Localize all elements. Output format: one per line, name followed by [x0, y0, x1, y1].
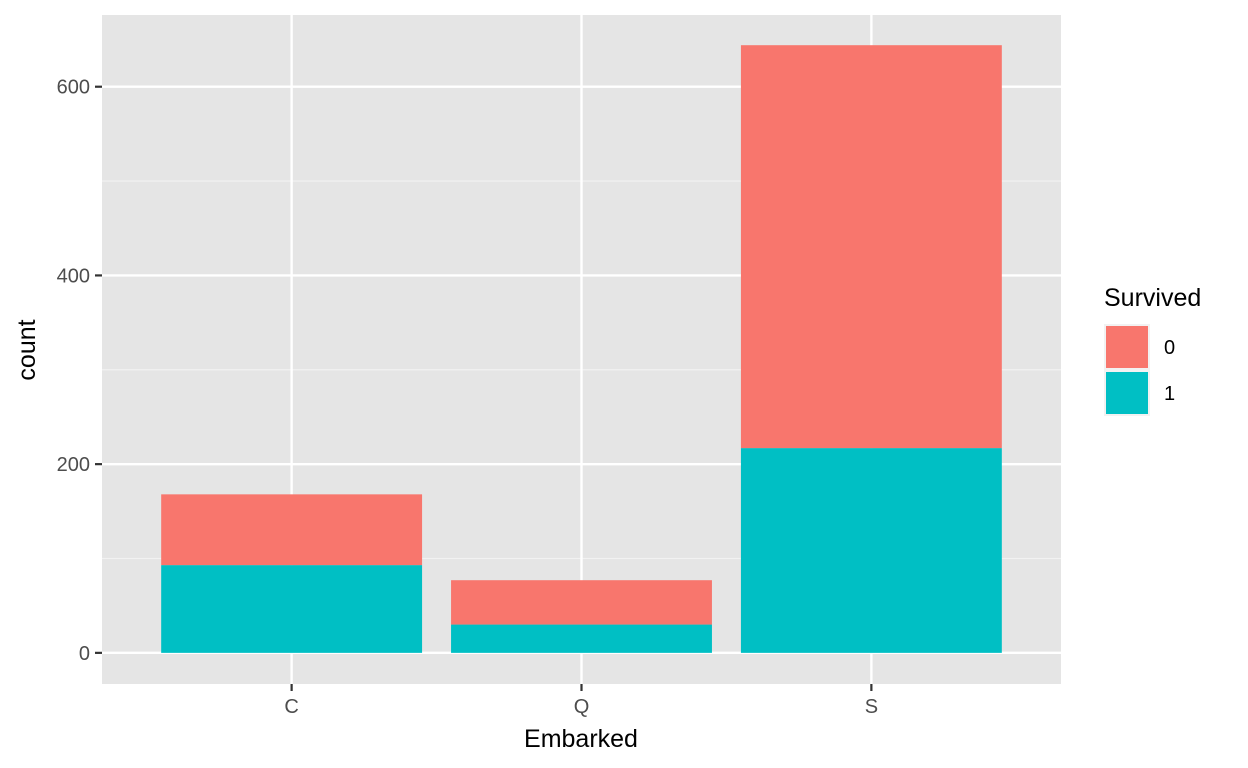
y-tick-label: 200	[57, 454, 90, 476]
x-tick-label: C	[284, 696, 298, 718]
y-axis-title: count	[13, 319, 41, 380]
legend-label-0: 0	[1164, 337, 1175, 359]
x-tick-label: S	[865, 696, 878, 718]
legend: Survived 0 1	[1104, 284, 1201, 416]
bar-S-survived-1	[740, 448, 1002, 653]
bar-Q-survived-1	[451, 624, 712, 653]
y-tick-label: 0	[79, 643, 90, 665]
legend-label-1: 1	[1164, 383, 1175, 405]
x-axis-title: Embarked	[524, 725, 638, 753]
bar-Q-survived-0	[451, 580, 712, 625]
y-tick-label: 600	[57, 77, 90, 99]
x-tick-label: Q	[574, 696, 590, 718]
legend-swatch-1	[1106, 372, 1148, 414]
bar-C-survived-1	[161, 565, 423, 653]
bar-S-survived-0	[740, 45, 1002, 449]
bars	[161, 45, 1002, 653]
legend-title: Survived	[1104, 284, 1201, 312]
legend-swatch-0	[1106, 326, 1148, 368]
bar-C-survived-0	[161, 494, 423, 566]
y-axis: 0 200 400 600	[57, 77, 102, 665]
y-tick-label: 400	[57, 265, 90, 287]
